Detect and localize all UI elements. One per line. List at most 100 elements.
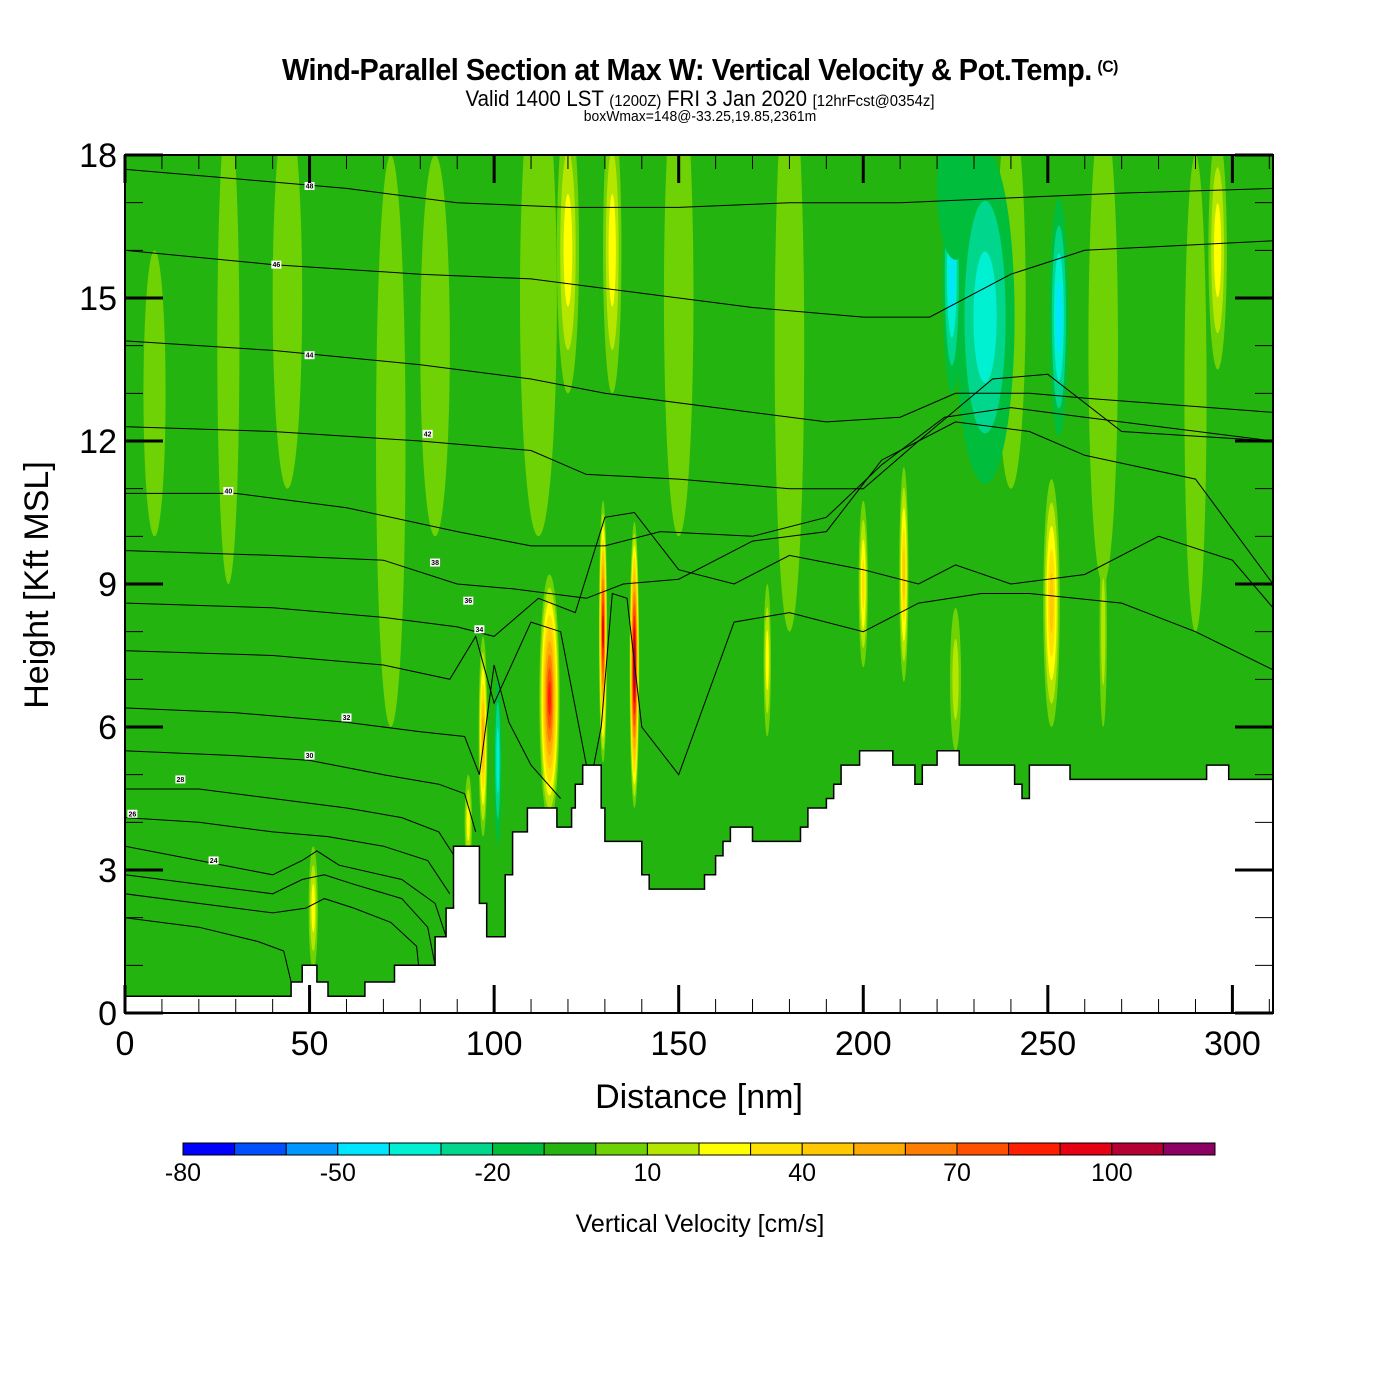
w-feature [376, 155, 406, 727]
w-feature [858, 500, 868, 668]
colorbar-segment [904, 1142, 958, 1156]
x-tick-label: 200 [835, 1025, 892, 1063]
y-tick-label: 9 [98, 566, 117, 604]
theta-contour-label-box [175, 775, 186, 784]
w-contour-band [143, 250, 166, 537]
theta-contour-label: 40 [224, 489, 232, 496]
theta-contour-label-box [271, 260, 282, 269]
w-feature [1099, 536, 1107, 728]
w-contour-band [937, 155, 974, 260]
theta-contour-label-box [304, 351, 315, 360]
y-tick-label: 15 [79, 280, 117, 318]
colorbar-segment [595, 1142, 648, 1156]
w-feature [308, 846, 318, 971]
w-contour-band [563, 194, 573, 307]
w-feature [663, 155, 694, 537]
w-contour-band [973, 251, 997, 383]
w-feature [556, 155, 580, 394]
w-contour-band [1213, 203, 1222, 298]
theta-contour-line [125, 240, 1273, 318]
w-feature [1208, 155, 1227, 370]
w-contour-band [952, 638, 959, 720]
x-axis-title: Distance [nm] [595, 1078, 803, 1116]
valid-time: Valid 1400 LST [465, 86, 604, 111]
theta-contour-label: 44 [306, 353, 314, 360]
theta-contour-line [125, 340, 1273, 423]
w-contour-band [272, 155, 303, 489]
colorbar-tick-label: 40 [788, 1159, 816, 1187]
theta-contour-line [125, 511, 1273, 637]
theta-contour-line [125, 664, 561, 799]
theta-contour-label: 38 [431, 560, 439, 567]
x-tick-label: 250 [1019, 1025, 1076, 1063]
theta-contour-label-box [304, 751, 315, 760]
theta-contour-label-box [304, 181, 315, 190]
y-tick-label: 0 [98, 995, 117, 1033]
w-contour-band [548, 681, 551, 716]
w-contour-band [663, 155, 694, 537]
x-tick-label: 0 [116, 1025, 135, 1063]
w-feature [217, 155, 240, 584]
valid-date: FRI 3 Jan 2020 [667, 86, 807, 111]
w-contour-band [1088, 155, 1118, 584]
box-wmax-info: boxWmax=148@-33.25,19.85,2361m [583, 108, 817, 125]
colorbar-segment [440, 1142, 494, 1156]
theta-contour-label-box [341, 713, 352, 722]
colorbar-title: Vertical Velocity [cm/s] [576, 1210, 825, 1238]
theta-contour-line [125, 421, 1273, 599]
x-tick-label: 300 [1204, 1025, 1261, 1063]
w-feature [950, 607, 962, 751]
colorbar-segment [646, 1142, 700, 1156]
theta-contour-line [125, 845, 447, 937]
theta-contour-label-box [223, 487, 234, 496]
colorbar-segment [956, 1142, 1010, 1156]
colorbar-segment [182, 1142, 236, 1156]
w-contour-band [420, 155, 450, 537]
w-feature [539, 574, 560, 823]
w-feature [1184, 155, 1207, 632]
theta-contour-label: 28 [176, 777, 184, 784]
theta-contour-label-box [474, 625, 485, 634]
w-feature [1043, 479, 1060, 727]
potential-temperature-contours: 48 46 44 42 40 38 36 34 32 30 28 26 24 [125, 168, 1273, 983]
theta-contour-label: 32 [343, 715, 351, 722]
colorbar-segment [1008, 1142, 1061, 1156]
theta-contour-label-box [430, 558, 441, 567]
colorbar-segment [1162, 1142, 1216, 1156]
chart-subtitle: Valid 1400 LST (1200Z) FRI 3 Jan 2020 [1… [49, 86, 1351, 112]
chart-title-text: Wind-Parallel Section at Max W: Vertical… [282, 52, 1092, 87]
theta-contour-line [125, 817, 451, 895]
w-contour-band [1184, 155, 1207, 632]
colorbar-tick-label: -80 [165, 1159, 201, 1187]
w-contour-band [311, 883, 316, 933]
theta-contour-label-box [127, 809, 138, 818]
y-tick-label: 6 [98, 709, 117, 747]
w-feature [598, 500, 608, 763]
x-tick-label: 150 [650, 1025, 707, 1063]
w-feature [1088, 155, 1118, 584]
theta-contour-label-box [422, 429, 433, 438]
w-contour-band [774, 155, 805, 632]
w-contour-band [861, 558, 865, 610]
w-contour-band [602, 615, 605, 649]
w-contour-band [1101, 577, 1106, 686]
x-tick-label: 50 [291, 1025, 329, 1063]
w-feature [603, 155, 622, 394]
colorbar-segment [801, 1142, 855, 1156]
w-contour-band [765, 630, 769, 691]
w-feature [1049, 197, 1069, 437]
colorbar-segment [234, 1142, 287, 1156]
w-contour-band [217, 155, 240, 584]
colorbar-tick-label: 10 [633, 1159, 661, 1187]
w-feature [774, 155, 805, 632]
w-contour-band [466, 803, 470, 842]
theta-contour-line [125, 750, 477, 833]
colorbar: -80 -50 -20 10 40 70 100 [165, 1142, 1216, 1187]
theta-contour-label-box [463, 596, 474, 605]
w-contour-band [519, 155, 557, 537]
colorbar-segment [337, 1142, 390, 1156]
copyright-mark: (C) [1097, 57, 1118, 76]
w-contour-band [376, 155, 406, 727]
